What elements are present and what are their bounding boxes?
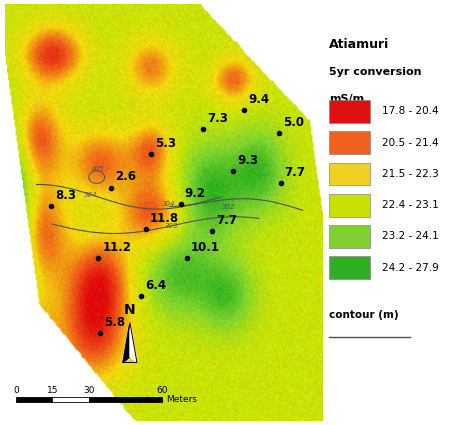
Bar	[89, 397, 162, 402]
Text: 305: 305	[91, 166, 104, 172]
Bar	[329, 225, 371, 248]
Bar	[329, 162, 371, 185]
Text: Meters: Meters	[166, 395, 198, 404]
Text: 0: 0	[13, 385, 18, 394]
Text: 9.4: 9.4	[248, 94, 269, 106]
Text: 7.7: 7.7	[285, 166, 306, 179]
Bar	[52, 397, 89, 402]
Polygon shape	[123, 323, 130, 363]
Text: 8.3: 8.3	[55, 189, 76, 202]
Text: 6.4: 6.4	[145, 279, 166, 292]
Bar	[329, 100, 371, 123]
Polygon shape	[130, 323, 137, 363]
Text: 17.8 - 20.4: 17.8 - 20.4	[382, 107, 439, 116]
Text: 304: 304	[162, 201, 175, 207]
Text: 11.8: 11.8	[150, 212, 179, 225]
Bar	[16, 397, 52, 402]
Text: 20.5 - 21.4: 20.5 - 21.4	[382, 138, 439, 148]
Text: 5yr conversion: 5yr conversion	[329, 67, 422, 77]
Text: 9.2: 9.2	[185, 187, 206, 200]
Text: 9.3: 9.3	[237, 154, 258, 167]
Text: 7.7: 7.7	[217, 214, 237, 227]
Bar	[329, 256, 371, 279]
Text: mS/m: mS/m	[329, 94, 365, 104]
Text: 302: 302	[222, 204, 236, 210]
Text: 304: 304	[84, 192, 98, 198]
Text: 7.3: 7.3	[207, 112, 228, 125]
Text: 30: 30	[83, 385, 94, 394]
Text: 5.8: 5.8	[104, 316, 125, 329]
Text: 5.0: 5.0	[283, 116, 304, 129]
Text: 303: 303	[165, 223, 178, 229]
Text: Atiamuri: Atiamuri	[329, 37, 390, 51]
Text: 21.5 - 22.3: 21.5 - 22.3	[382, 169, 439, 179]
Text: 11.2: 11.2	[102, 241, 131, 254]
Text: 2.6: 2.6	[115, 170, 136, 183]
Bar	[329, 194, 371, 217]
Text: 24.2 - 27.9: 24.2 - 27.9	[382, 263, 439, 273]
Text: contour (m): contour (m)	[329, 310, 399, 320]
Bar	[329, 131, 371, 154]
Text: 5.3: 5.3	[155, 137, 176, 150]
Text: 15: 15	[46, 385, 58, 394]
Text: 23.2 - 24.1: 23.2 - 24.1	[382, 232, 439, 241]
Text: 22.4 - 23.1: 22.4 - 23.1	[382, 200, 439, 210]
Text: N: N	[124, 303, 136, 317]
Text: 60: 60	[156, 385, 167, 394]
Text: 10.1: 10.1	[191, 241, 220, 254]
